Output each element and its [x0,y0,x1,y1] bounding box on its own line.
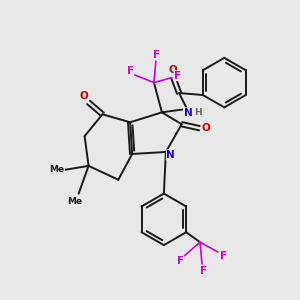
Text: F: F [177,256,184,266]
Text: H: H [194,108,202,117]
Text: N: N [167,150,175,160]
Text: F: F [220,251,227,261]
Text: O: O [79,91,88,100]
Text: F: F [153,50,161,60]
Text: O: O [169,65,178,75]
Text: Me: Me [49,165,64,174]
Text: Me: Me [67,197,82,206]
Text: F: F [174,71,181,81]
Text: O: O [201,123,210,133]
Text: F: F [127,66,134,76]
Text: N: N [184,108,192,118]
Text: F: F [200,266,208,276]
